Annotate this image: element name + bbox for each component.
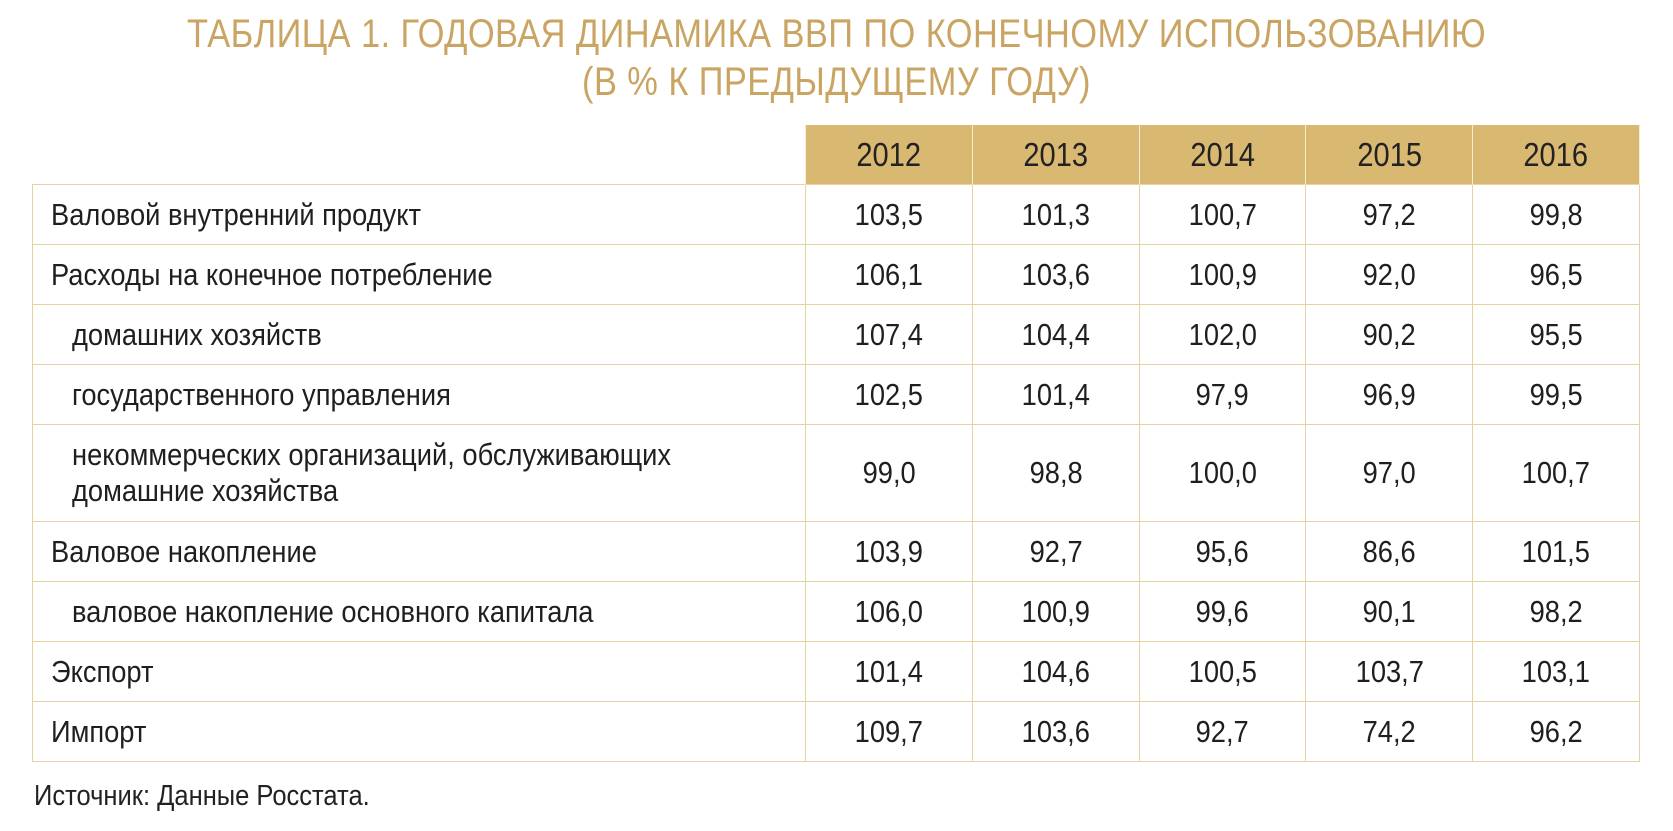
row-label: некоммерческих организаций, обслуживающи…: [32, 424, 806, 522]
value-cell: 100,7: [1138, 184, 1307, 245]
row-label: государственного управления: [32, 364, 806, 425]
table-row: Валовое накопление 103,9 92,7 95,6 86,6 …: [32, 521, 1640, 582]
value-cell: 90,2: [1305, 304, 1474, 365]
value-cell: 102,0: [1138, 304, 1307, 365]
value-cell: 101,3: [971, 184, 1140, 245]
row-label: валовое накопление основного капитала: [32, 581, 806, 642]
value-cell: 98,2: [1472, 581, 1640, 642]
value-cell: 102,5: [805, 364, 973, 425]
value-cell: 103,6: [971, 244, 1140, 305]
row-label: Валовое накопление: [32, 521, 806, 582]
value-cell: 103,7: [1305, 641, 1474, 702]
value-cell: 100,5: [1138, 641, 1307, 702]
value-cell: 86,6: [1305, 521, 1474, 582]
value-cell: 98,8: [971, 424, 1140, 522]
value-cell: 101,4: [971, 364, 1140, 425]
value-cell: 99,5: [1472, 364, 1640, 425]
year-header: 2016: [1472, 125, 1640, 185]
value-cell: 97,0: [1305, 424, 1474, 522]
value-cell: 106,0: [805, 581, 973, 642]
value-cell: 96,2: [1472, 701, 1640, 762]
year-header-label: 2013: [1023, 135, 1089, 173]
table-row: валовое накопление основного капитала 10…: [32, 581, 1640, 642]
value-cell: 92,7: [1138, 701, 1307, 762]
gdp-table: 2012 2013 2014 2015 2016 Валовой внутрен…: [32, 125, 1640, 762]
year-header: 2012: [805, 125, 973, 185]
row-label: домашних хозяйств: [32, 304, 806, 365]
row-label: Экспорт: [32, 641, 806, 702]
value-cell: 96,5: [1472, 244, 1640, 305]
source-note: Источник: Данные Росстата.: [34, 780, 370, 812]
table-title-line-2: (В % К ПРЕДЫДУЩЕМУ ГОДУ): [582, 60, 1091, 104]
header-empty-cell: [33, 125, 806, 185]
row-label: Расходы на конечное потребление: [32, 244, 806, 305]
value-cell: 109,7: [805, 701, 973, 762]
year-header-label: 2015: [1356, 135, 1422, 173]
value-cell: 104,6: [971, 641, 1140, 702]
value-cell: 101,4: [805, 641, 973, 702]
year-header: 2014: [1138, 125, 1307, 185]
row-label: Импорт: [32, 701, 806, 762]
table-row: домашних хозяйств 107,4 104,4 102,0 90,2…: [32, 304, 1640, 365]
year-header-label: 2016: [1523, 135, 1589, 173]
value-cell: 95,5: [1472, 304, 1640, 365]
year-header-label: 2012: [856, 135, 922, 173]
year-header: 2015: [1305, 125, 1474, 185]
table-row: некоммерческих организаций, обслуживающи…: [32, 424, 1640, 522]
value-cell: 99,6: [1138, 581, 1307, 642]
value-cell: 107,4: [805, 304, 973, 365]
value-cell: 100,0: [1138, 424, 1307, 522]
year-header-label: 2014: [1190, 135, 1255, 173]
value-cell: 104,4: [971, 304, 1140, 365]
value-cell: 99,0: [805, 424, 973, 522]
value-cell: 103,5: [805, 184, 973, 245]
value-cell: 103,6: [971, 701, 1140, 762]
value-cell: 100,9: [971, 581, 1140, 642]
table-row: Валовой внутренний продукт 103,5 101,3 1…: [32, 184, 1640, 245]
value-cell: 103,9: [805, 521, 973, 582]
table-row: государственного управления 102,5 101,4 …: [32, 364, 1640, 425]
year-header: 2013: [971, 125, 1140, 185]
table-row: Импорт 109,7 103,6 92,7 74,2 96,2: [32, 701, 1640, 762]
value-cell: 92,0: [1305, 244, 1474, 305]
value-cell: 100,9: [1138, 244, 1307, 305]
value-cell: 106,1: [805, 244, 973, 305]
value-cell: 100,7: [1472, 424, 1640, 522]
table-row: Расходы на конечное потребление 106,1 10…: [32, 244, 1640, 305]
value-cell: 103,1: [1472, 641, 1640, 702]
value-cell: 97,9: [1138, 364, 1307, 425]
table-title: ТАБЛИЦА 1. ГОДОВАЯ ДИНАМИКА ВВП ПО КОНЕЧ…: [0, 10, 1673, 106]
value-cell: 95,6: [1138, 521, 1307, 582]
value-cell: 92,7: [971, 521, 1140, 582]
table-title-line-1: ТАБЛИЦА 1. ГОДОВАЯ ДИНАМИКА ВВП ПО КОНЕЧ…: [186, 12, 1487, 56]
value-cell: 101,5: [1472, 521, 1640, 582]
row-label: Валовой внутренний продукт: [32, 184, 806, 245]
table-row: Экспорт 101,4 104,6 100,5 103,7 103,1: [32, 641, 1640, 702]
gdp-table-container: 2012 2013 2014 2015 2016 Валовой внутрен…: [32, 125, 1640, 762]
header-row: 2012 2013 2014 2015 2016: [33, 125, 1640, 185]
value-cell: 74,2: [1305, 701, 1474, 762]
value-cell: 90,1: [1305, 581, 1474, 642]
value-cell: 97,2: [1305, 184, 1474, 245]
value-cell: 96,9: [1305, 364, 1474, 425]
value-cell: 99,8: [1472, 184, 1640, 245]
